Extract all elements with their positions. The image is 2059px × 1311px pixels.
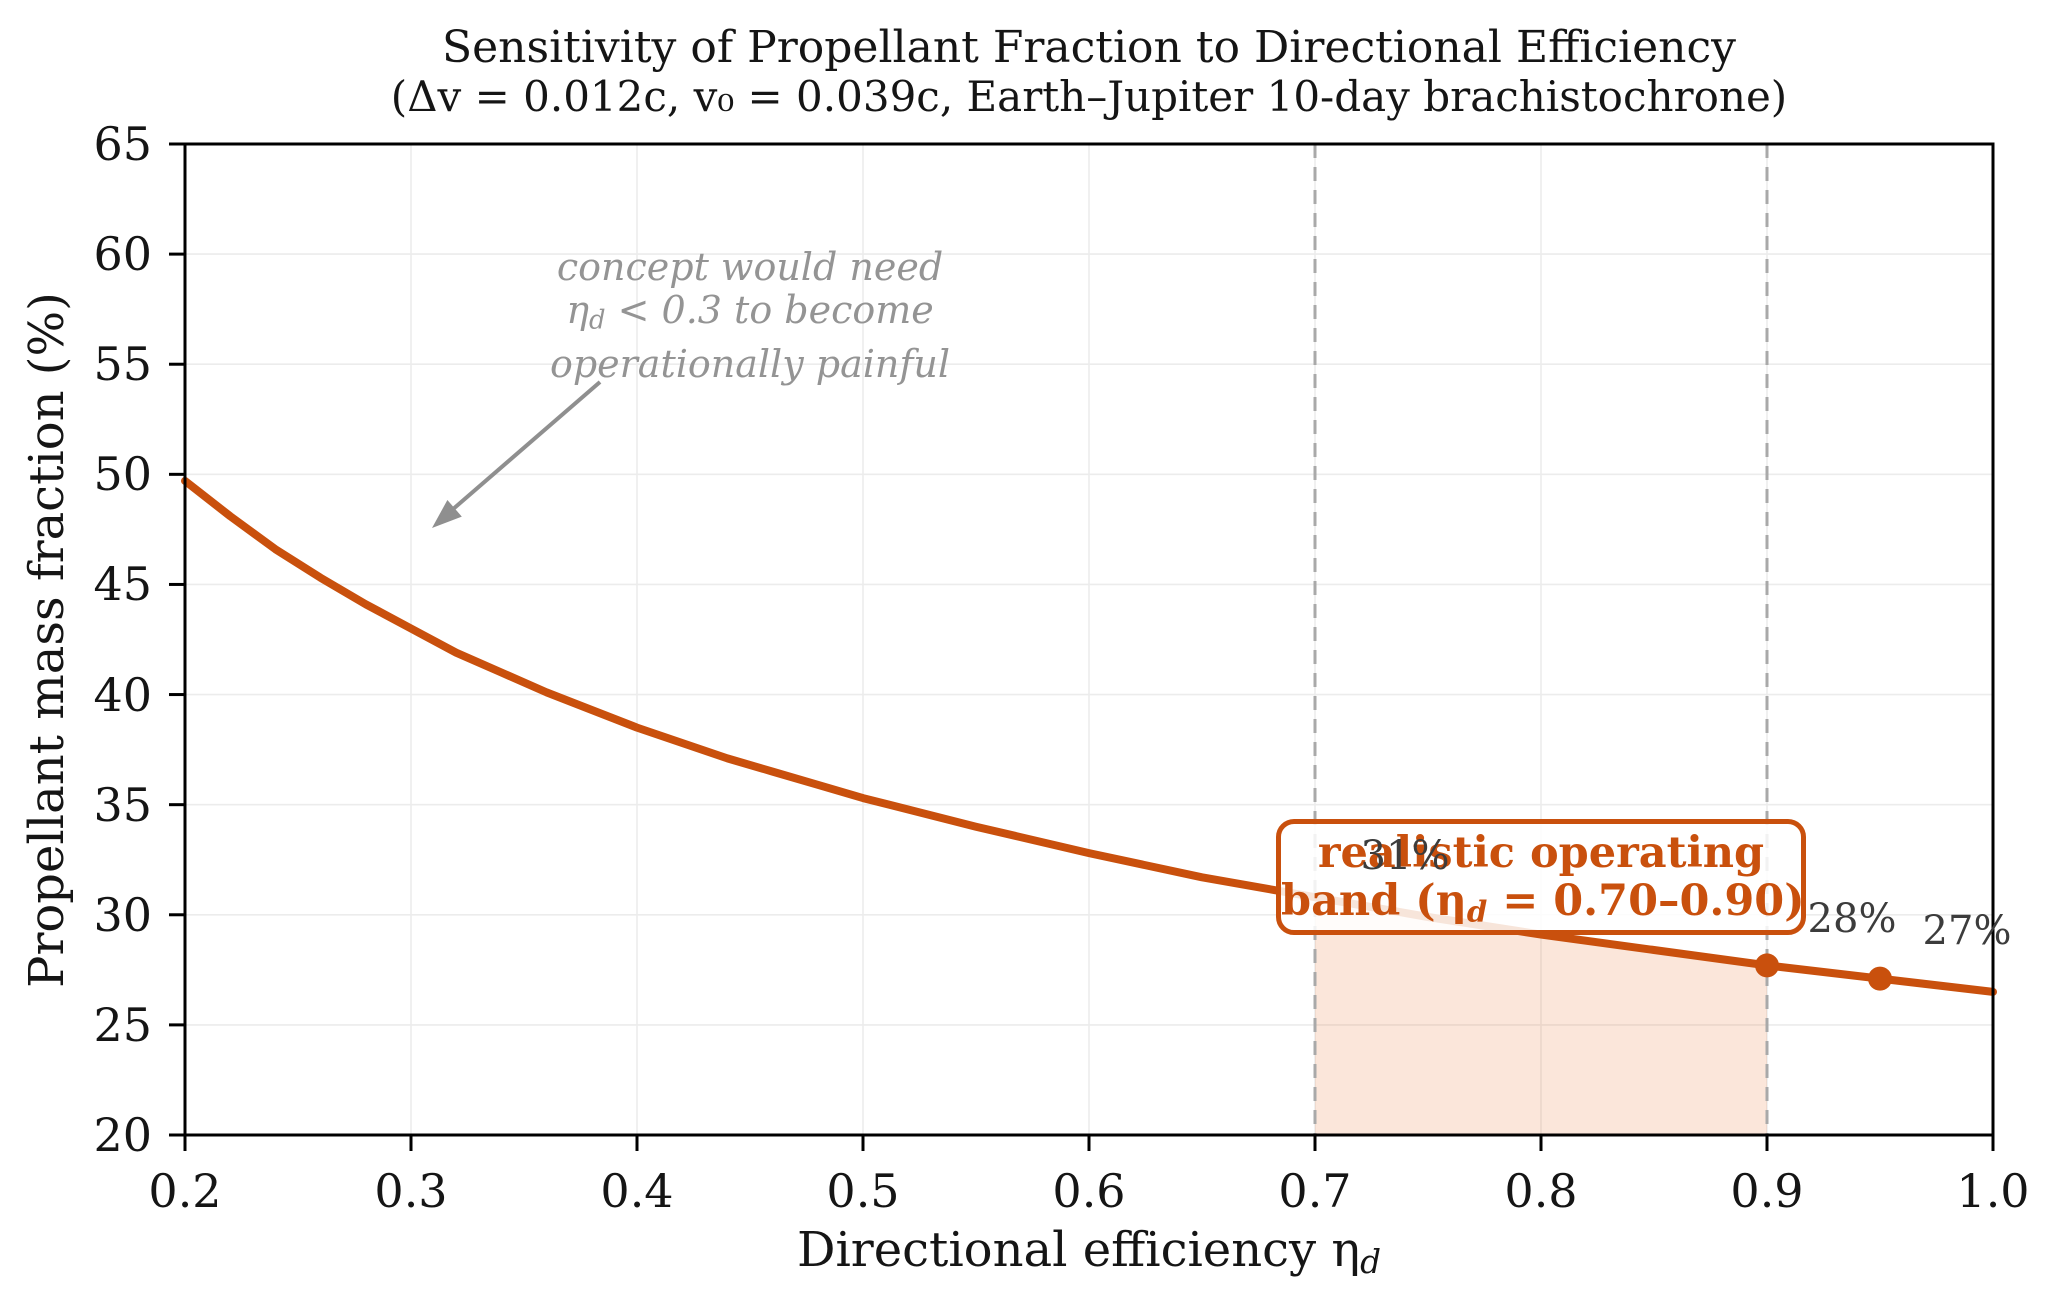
band-callout-line2-value: = 0.70–0.90) — [1487, 876, 1805, 926]
note-line2: ηd < 0.3 to become — [550, 289, 950, 343]
y-tick-label: 25 — [93, 997, 152, 1052]
chart-title: Sensitivity of Propellant Fraction to Di… — [441, 22, 1737, 73]
x-tick-label: 0.2 — [148, 1164, 222, 1218]
note-line2-eta: η — [566, 288, 589, 332]
curve-marker — [1868, 966, 1892, 991]
point-label-27pct: 27% — [1922, 908, 2012, 954]
band-callout-line2-text: band (η — [1281, 876, 1467, 926]
point-label-31pct: 31% — [1360, 833, 1450, 879]
curve-marker — [1755, 953, 1779, 978]
x-tick-label: 0.9 — [1730, 1164, 1804, 1218]
x-tick-label: 0.7 — [1278, 1164, 1352, 1218]
x-axis-label-text: Directional efficiency η — [796, 1222, 1361, 1278]
band-callout-line2: band (ηd = 0.70–0.90) — [1281, 876, 1805, 935]
point-label-28pct: 28% — [1807, 896, 1897, 942]
x-tick-label: 0.3 — [374, 1164, 448, 1218]
operating-band-fill — [1315, 897, 1767, 1135]
note-line3: operationally painful — [549, 341, 951, 386]
y-tick-label: 35 — [93, 777, 152, 832]
note-annotation: concept would need ηd < 0.3 to become op… — [550, 246, 950, 386]
y-tick-label: 40 — [93, 667, 152, 722]
note-line1: concept would need — [556, 245, 944, 289]
band-callout-line2-subscript: d — [1466, 894, 1488, 929]
y-tick-label: 55 — [93, 337, 152, 392]
y-tick-label: 60 — [93, 227, 152, 282]
x-axis-label: Directional efficiency ηd — [797, 1222, 1381, 1281]
x-tick-label: 0.4 — [600, 1164, 674, 1218]
y-tick-label: 20 — [93, 1108, 152, 1162]
y-tick-label: 50 — [93, 447, 152, 502]
note-line2-subscript: d — [588, 305, 606, 336]
x-tick-label: 1.0 — [1956, 1164, 2030, 1218]
chart-subtitle: (Δv = 0.012c, v₀ = 0.039c, Earth–Jupiter… — [390, 72, 1788, 121]
x-tick-label: 0.5 — [826, 1164, 900, 1218]
note-arrow-head — [432, 500, 462, 528]
y-tick-label: 65 — [93, 117, 152, 171]
x-tick-label: 0.8 — [1504, 1164, 1578, 1218]
x-tick-label: 0.6 — [1052, 1164, 1126, 1218]
x-axis-label-subscript: d — [1360, 1243, 1382, 1282]
operating-band-callout: realistic operating band (ηd = 0.70–0.90… — [1276, 819, 1806, 935]
note-arrow-line — [450, 380, 602, 512]
band-callout-line1: realistic operating — [1317, 828, 1765, 878]
y-tick-label: 30 — [93, 887, 152, 942]
note-line2-text: < 0.3 to become — [605, 288, 934, 332]
y-tick-label: 45 — [93, 557, 152, 612]
